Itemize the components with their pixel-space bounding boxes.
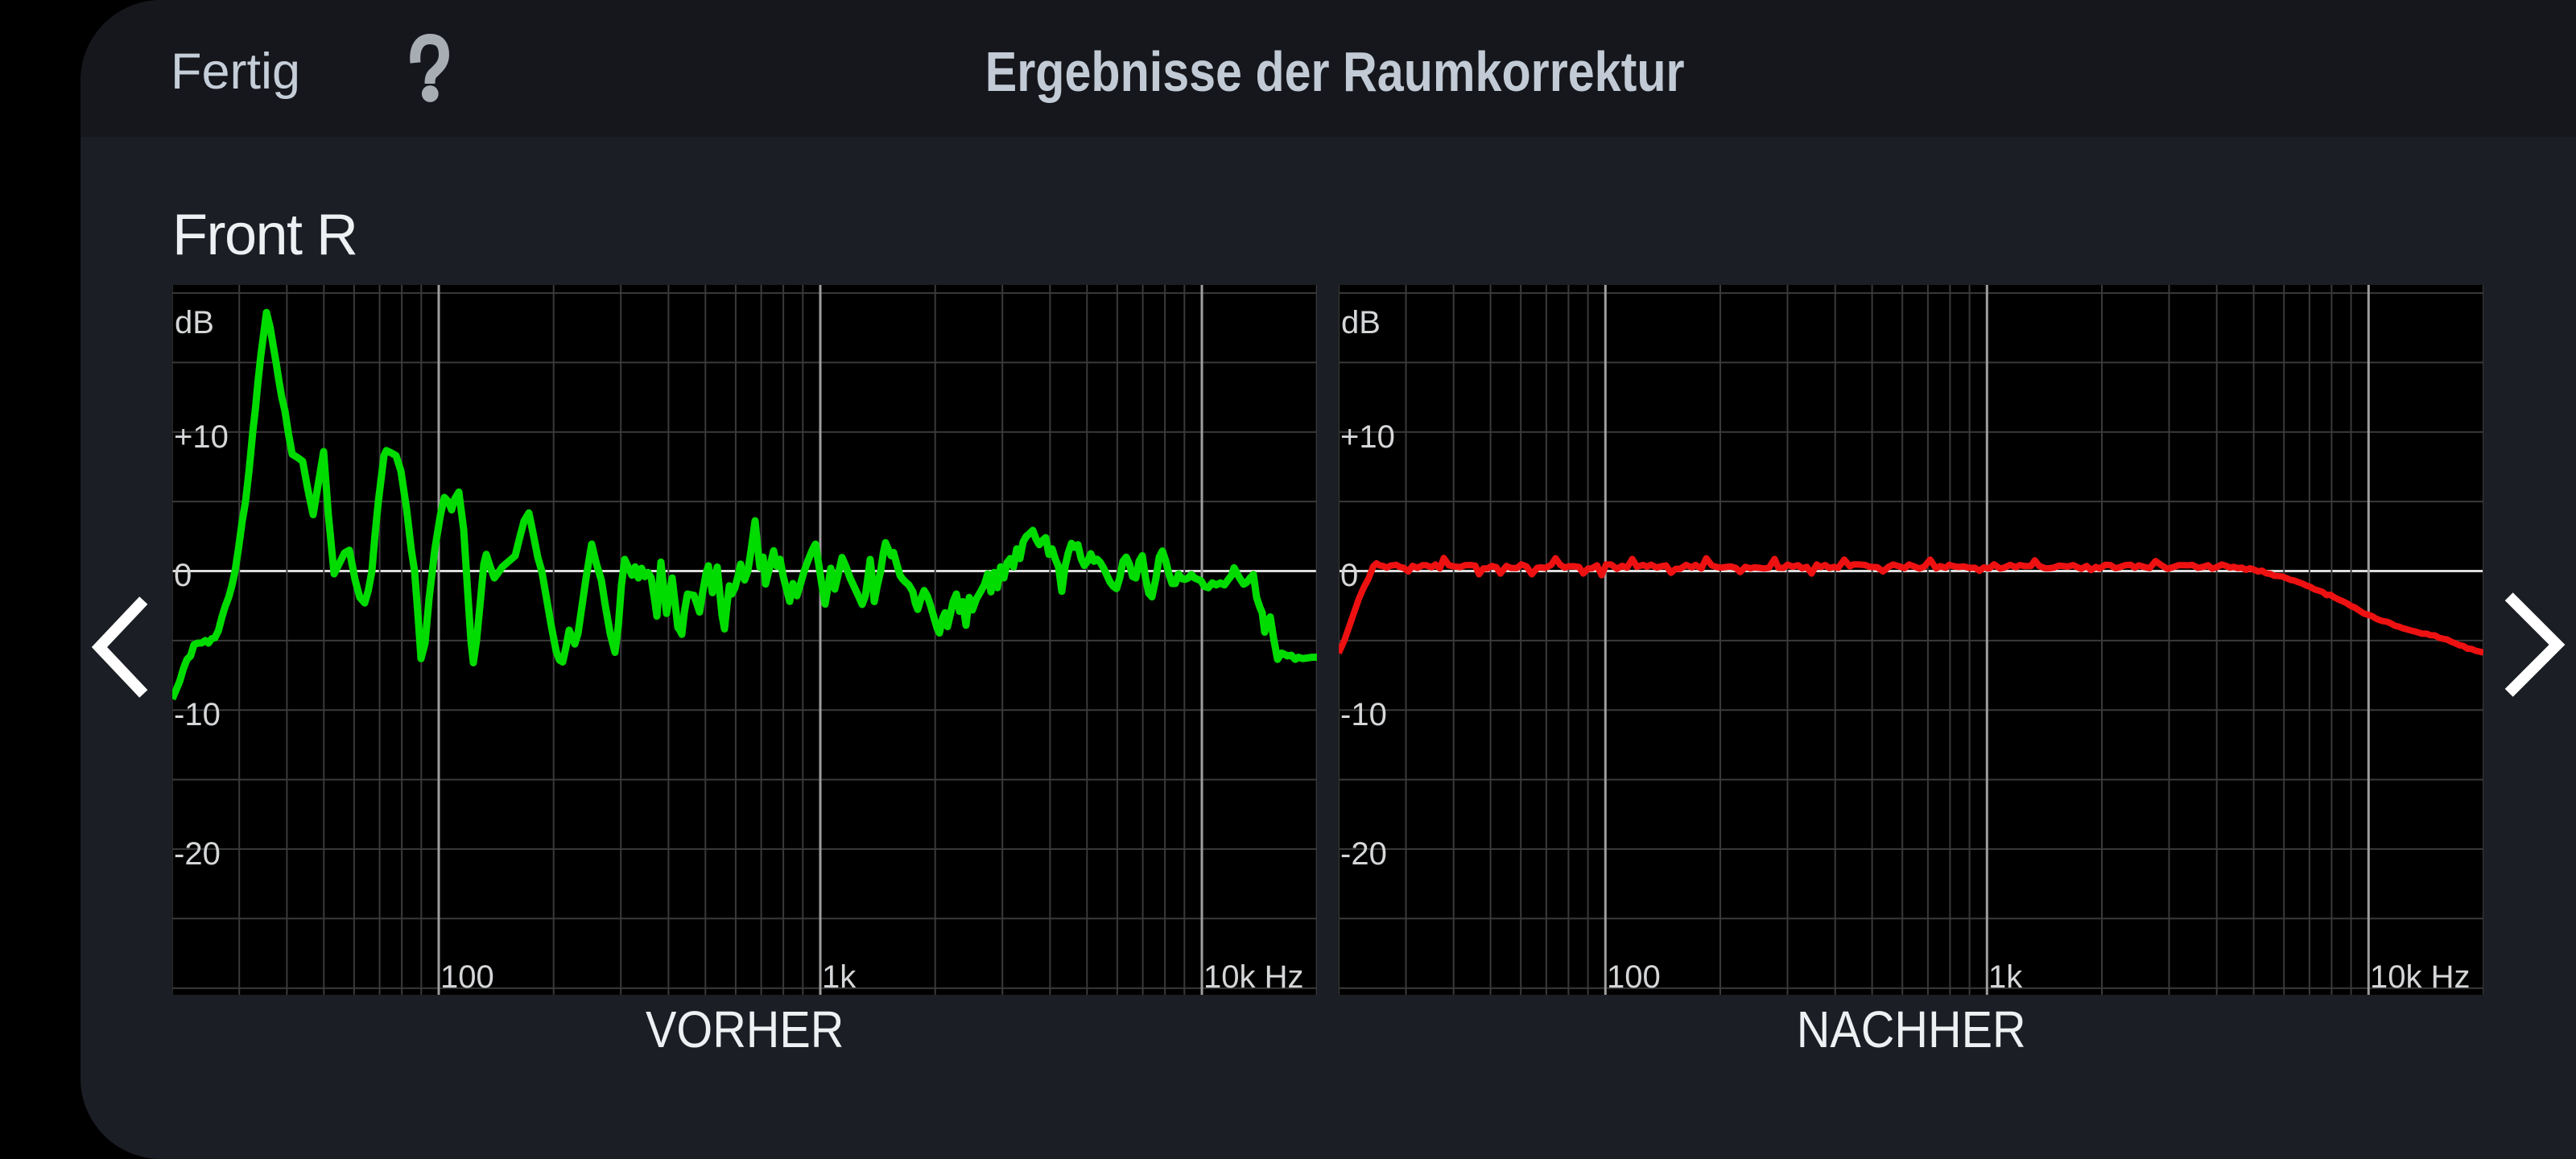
svg-text:-10: -10: [1340, 697, 1387, 732]
svg-text:0: 0: [174, 558, 192, 593]
svg-text:dB: dB: [175, 305, 214, 340]
svg-text:-20: -20: [1340, 836, 1387, 872]
svg-text:100: 100: [440, 959, 494, 995]
svg-text:-20: -20: [174, 836, 221, 872]
svg-text:Fertig: Fertig: [171, 43, 300, 100]
svg-text:Front R: Front R: [172, 203, 357, 267]
svg-text:10k Hz: 10k Hz: [1203, 959, 1304, 995]
svg-text:1k: 1k: [822, 959, 857, 995]
svg-text:Ergebnisse der Raumkorrektur: Ergebnisse der Raumkorrektur: [985, 39, 1685, 103]
svg-text:NACHHER: NACHHER: [1797, 1000, 2026, 1058]
svg-text:-10: -10: [174, 697, 221, 732]
svg-text:10k Hz: 10k Hz: [2370, 959, 2471, 995]
svg-text:0: 0: [1340, 558, 1358, 593]
svg-text:1k: 1k: [1988, 959, 2023, 995]
svg-text:dB: dB: [1341, 305, 1381, 340]
svg-text:100: 100: [1607, 959, 1661, 995]
svg-text:VORHER: VORHER: [646, 1000, 844, 1058]
svg-text:+10: +10: [1340, 419, 1395, 455]
svg-text:+10: +10: [174, 419, 229, 455]
